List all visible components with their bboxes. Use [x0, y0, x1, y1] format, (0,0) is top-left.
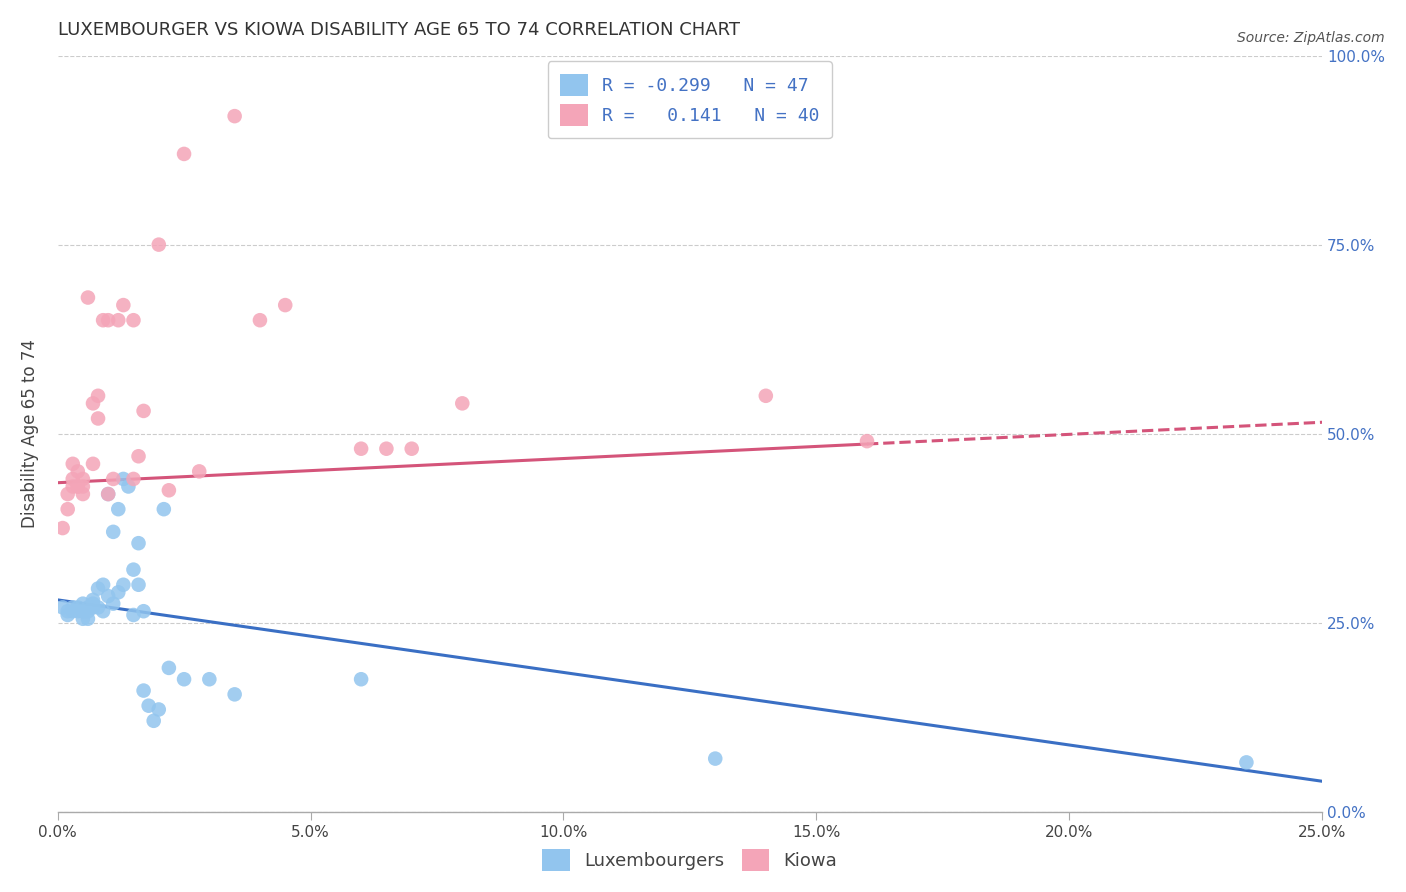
Legend: Luxembourgers, Kiowa: Luxembourgers, Kiowa: [536, 841, 845, 878]
Point: [128, 536, 150, 550]
Point: [91, 313, 114, 327]
Text: LUXEMBOURGER VS KIOWA DISABILITY AGE 65 TO 74 CORRELATION CHART: LUXEMBOURGER VS KIOWA DISABILITY AGE 65 …: [58, 21, 740, 39]
Point: [72, 612, 94, 626]
Point: [132, 404, 155, 418]
Point: [112, 578, 135, 592]
Point: [103, 524, 125, 539]
Point: [72, 604, 94, 618]
Point: [52, 521, 75, 535]
Point: [72, 472, 94, 486]
Point: [249, 313, 271, 327]
Point: [350, 672, 373, 686]
Point: [157, 661, 180, 675]
Point: [87, 600, 110, 615]
Point: [157, 483, 180, 498]
Point: [274, 298, 297, 312]
Point: [66, 479, 89, 493]
Point: [56, 604, 79, 618]
Point: [148, 702, 170, 716]
Point: [97, 487, 120, 501]
Point: [103, 597, 125, 611]
Point: [82, 600, 104, 615]
Point: [66, 604, 89, 618]
Point: [97, 487, 120, 501]
Point: [82, 396, 104, 410]
Point: [704, 751, 727, 765]
Point: [107, 313, 129, 327]
Point: [62, 600, 84, 615]
Point: [82, 593, 104, 607]
Point: [72, 597, 94, 611]
Point: [350, 442, 373, 456]
Point: [91, 578, 114, 592]
Point: [451, 396, 474, 410]
Point: [375, 442, 398, 456]
Point: [72, 479, 94, 493]
Point: [148, 237, 170, 252]
Point: [97, 313, 120, 327]
Point: [56, 607, 79, 622]
Point: [62, 604, 84, 618]
Point: [62, 472, 84, 486]
Point: [112, 298, 135, 312]
Point: [138, 698, 160, 713]
Point: [82, 457, 104, 471]
Point: [173, 147, 195, 161]
Point: [122, 313, 145, 327]
Point: [132, 683, 155, 698]
Y-axis label: Disability Age 65 to 74: Disability Age 65 to 74: [21, 339, 39, 528]
Point: [66, 464, 89, 478]
Point: [856, 434, 879, 449]
Point: [198, 672, 221, 686]
Point: [87, 582, 110, 596]
Point: [128, 450, 150, 464]
Point: [122, 607, 145, 622]
Point: [72, 487, 94, 501]
Point: [56, 487, 79, 501]
Point: [77, 600, 100, 615]
Point: [188, 464, 211, 478]
Point: [52, 600, 75, 615]
Point: [132, 604, 155, 618]
Point: [87, 389, 110, 403]
Point: [87, 411, 110, 425]
Point: [112, 472, 135, 486]
Point: [401, 442, 423, 456]
Point: [56, 502, 79, 516]
Point: [97, 589, 120, 603]
Point: [103, 472, 125, 486]
Point: [107, 585, 129, 599]
Point: [77, 291, 100, 305]
Point: [62, 479, 84, 493]
Text: Source: ZipAtlas.com: Source: ZipAtlas.com: [1237, 31, 1385, 45]
Point: [107, 502, 129, 516]
Point: [82, 597, 104, 611]
Point: [91, 604, 114, 618]
Point: [224, 109, 246, 123]
Point: [1236, 756, 1258, 770]
Point: [62, 457, 84, 471]
Point: [224, 687, 246, 701]
Point: [173, 672, 195, 686]
Point: [117, 479, 139, 493]
Point: [66, 479, 89, 493]
Point: [122, 563, 145, 577]
Point: [128, 578, 150, 592]
Point: [153, 502, 176, 516]
Point: [72, 604, 94, 618]
Point: [77, 604, 100, 618]
Point: [66, 600, 89, 615]
Point: [77, 612, 100, 626]
Point: [142, 714, 165, 728]
Point: [755, 389, 778, 403]
Point: [122, 472, 145, 486]
